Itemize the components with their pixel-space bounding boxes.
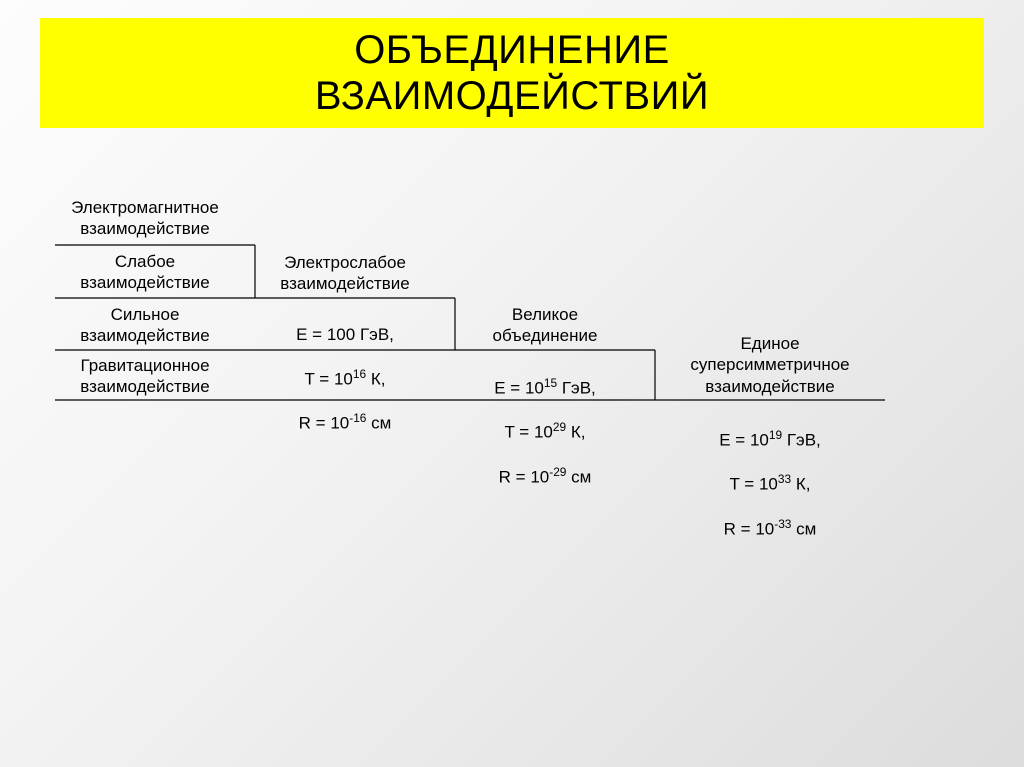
unification-diagram: Электромагнитноевзаимодействие Слабоевза… (55, 195, 975, 535)
stage-susy-title: Единоесуперсимметричноевзаимодействие (655, 333, 885, 397)
stage-susy-params: E = 1019 ГэВ, T = 1033 К, R = 10-33 см (655, 407, 885, 539)
slide-title: ОБЪЕДИНЕНИЕВЗАИМОДЕЙСТВИЙ (40, 18, 984, 128)
stage-electroweak-title: Электрослабоевзаимодействие (255, 252, 435, 295)
stage-gut-params: E = 1015 ГэВ, T = 1029 К, R = 10-29 см (455, 355, 635, 487)
interaction-weak: Слабоевзаимодействие (55, 251, 235, 294)
interaction-em: Электромагнитноевзаимодействие (55, 197, 235, 240)
stage-gut-title: Великоеобъединение (455, 304, 635, 347)
interaction-grav: Гравитационноевзаимодействие (55, 355, 235, 398)
stage-electroweak-params: E = 100 ГэВ, T = 1016 К, R = 10-16 см (255, 303, 435, 434)
interaction-strong: Сильноевзаимодействие (55, 304, 235, 347)
title-text: ОБЪЕДИНЕНИЕВЗАИМОДЕЙСТВИЙ (315, 27, 709, 119)
